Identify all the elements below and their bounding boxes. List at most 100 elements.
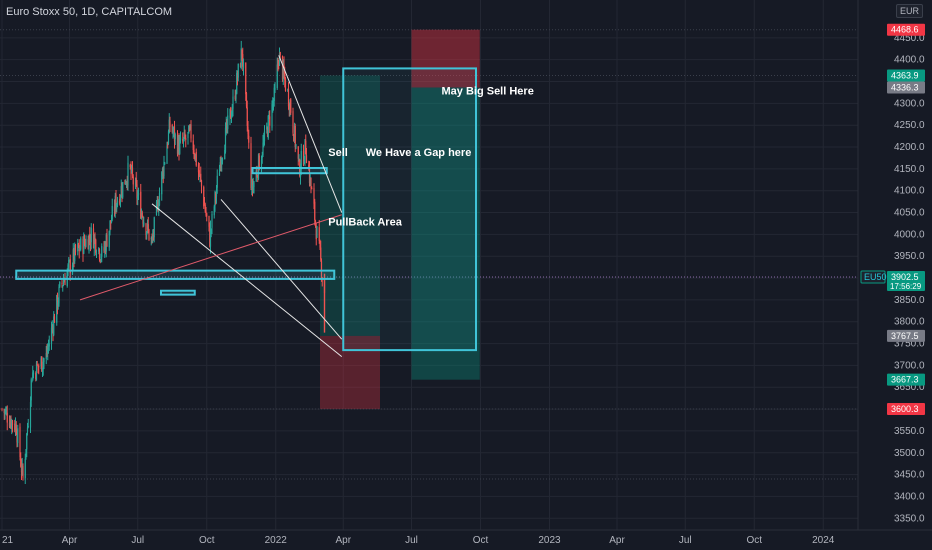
time-tick-label: Jul bbox=[131, 535, 144, 546]
candle-body bbox=[309, 176, 311, 184]
candle-body bbox=[142, 217, 144, 224]
candle-body bbox=[5, 410, 8, 412]
currency-button[interactable]: EUR bbox=[896, 4, 924, 18]
candle-body bbox=[89, 234, 91, 239]
chart-annotation: May Big Sell Here bbox=[442, 86, 534, 98]
candle-body bbox=[211, 214, 213, 228]
candle-body bbox=[95, 239, 97, 253]
candle-body bbox=[267, 115, 269, 139]
countdown-label: 17:56:29 bbox=[890, 282, 922, 291]
candle-body bbox=[194, 154, 197, 161]
candle-body bbox=[315, 226, 317, 240]
candle-body bbox=[6, 412, 8, 423]
candle-body bbox=[114, 195, 116, 212]
candle-body bbox=[215, 189, 218, 197]
price-badge bbox=[887, 69, 925, 82]
candle-body bbox=[210, 229, 212, 231]
candle-body bbox=[203, 204, 206, 206]
candle-body bbox=[132, 176, 134, 185]
position-stop-zone bbox=[320, 335, 380, 409]
candle-body bbox=[77, 243, 80, 247]
candle-body bbox=[279, 52, 281, 56]
price-tick-label: 3800.0 bbox=[894, 317, 925, 328]
candle-body bbox=[257, 154, 260, 179]
candle-body bbox=[276, 64, 278, 89]
chart-title: Euro Stoxx 50, 1D, CAPITALCOM bbox=[6, 6, 173, 18]
candle-body bbox=[53, 316, 56, 323]
candle-body bbox=[271, 104, 273, 128]
candle-body bbox=[147, 224, 149, 230]
price-tick-label: 4200.0 bbox=[894, 142, 925, 153]
candle-body bbox=[239, 63, 242, 68]
time-tick-label: 21 bbox=[2, 535, 14, 546]
candle-body bbox=[290, 99, 292, 113]
candle-body bbox=[150, 237, 152, 240]
candle-body bbox=[308, 164, 310, 169]
price-tick-label: 3700.0 bbox=[894, 360, 925, 371]
candle-body bbox=[179, 140, 181, 154]
candle-body bbox=[200, 180, 203, 187]
candle-body bbox=[50, 327, 53, 344]
candle-body bbox=[41, 356, 43, 372]
candle-body bbox=[110, 220, 112, 224]
price-tick-label: 3650.0 bbox=[894, 382, 925, 393]
candle-body bbox=[247, 127, 249, 135]
candle-body bbox=[166, 146, 168, 164]
candle-body bbox=[17, 428, 19, 444]
candle-body bbox=[197, 164, 200, 173]
candle-body bbox=[272, 102, 274, 106]
candle-body bbox=[103, 247, 105, 251]
candle-body bbox=[124, 179, 126, 185]
candle-body bbox=[92, 228, 95, 248]
candle-body bbox=[41, 368, 44, 373]
candle-body bbox=[292, 111, 294, 133]
candle-body bbox=[189, 124, 191, 129]
drawn-rectangle bbox=[342, 67, 477, 352]
candle-body bbox=[266, 127, 269, 137]
candle-body bbox=[59, 281, 61, 287]
candle-body bbox=[3, 409, 5, 414]
symbol-tag bbox=[860, 270, 886, 284]
price-tick-label: 4400.0 bbox=[894, 55, 925, 66]
price-tick-label: 3750.0 bbox=[894, 339, 925, 350]
candle-body bbox=[88, 235, 90, 252]
candle-body bbox=[20, 458, 22, 467]
candle-body bbox=[21, 463, 23, 471]
candle-body bbox=[200, 173, 202, 180]
trend-line bbox=[79, 214, 342, 301]
candle-body bbox=[29, 401, 32, 428]
candle-body bbox=[111, 205, 113, 220]
candle-body bbox=[225, 122, 227, 129]
candle-body bbox=[69, 259, 71, 274]
candle-body bbox=[30, 379, 32, 401]
candle-body bbox=[84, 243, 86, 248]
candle-body bbox=[145, 223, 147, 236]
candle-body bbox=[293, 134, 295, 142]
price-badge-label: 4363.9 bbox=[891, 70, 919, 80]
candle-body bbox=[215, 193, 217, 198]
candle-body bbox=[68, 260, 70, 264]
price-badge bbox=[887, 402, 925, 415]
candle-body bbox=[252, 184, 254, 192]
candle-body bbox=[263, 140, 265, 144]
candle-body bbox=[135, 177, 137, 186]
time-axis bbox=[0, 530, 932, 550]
candle-body bbox=[251, 181, 253, 190]
candle-body bbox=[192, 140, 194, 151]
candle-body bbox=[46, 351, 48, 354]
candle-body bbox=[16, 434, 18, 443]
candle-body bbox=[71, 265, 74, 274]
candle-body bbox=[168, 119, 170, 134]
candle-body bbox=[167, 144, 169, 146]
candle-body bbox=[310, 177, 312, 189]
candle-body bbox=[127, 162, 129, 186]
candle-body bbox=[308, 166, 311, 183]
candle-body bbox=[297, 146, 299, 159]
candle-body bbox=[245, 62, 247, 95]
candle-body bbox=[32, 372, 35, 375]
chart-annotation: Sell bbox=[328, 147, 348, 159]
candle-body bbox=[289, 101, 291, 113]
candle-body bbox=[304, 139, 306, 160]
price-badge bbox=[887, 23, 925, 36]
